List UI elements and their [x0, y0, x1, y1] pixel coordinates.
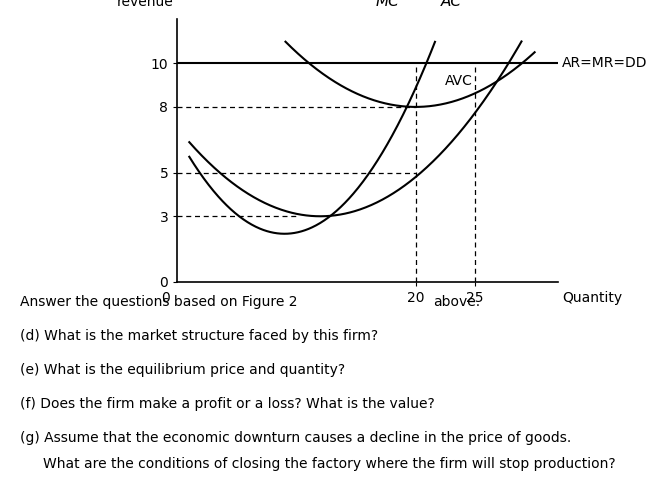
Text: (e) What is the equilibrium price and quantity?: (e) What is the equilibrium price and qu…: [20, 363, 345, 377]
Text: Quantity: Quantity: [562, 291, 622, 305]
Text: AC: AC: [442, 0, 463, 9]
Text: (g) Assume that the economic downturn causes a decline in the price of goods.: (g) Assume that the economic downturn ca…: [20, 431, 571, 445]
Text: Answer the questions based on Figure 2: Answer the questions based on Figure 2: [20, 295, 297, 309]
Text: MC: MC: [375, 0, 399, 9]
Text: AR=MR=DD: AR=MR=DD: [562, 56, 648, 70]
Text: (d) What is the market structure faced by this firm?: (d) What is the market structure faced b…: [20, 329, 378, 343]
Text: (f) Does the firm make a profit or a loss? What is the value?: (f) Does the firm make a profit or a los…: [20, 397, 434, 411]
Text: revenue: revenue: [117, 0, 173, 9]
Text: above.: above.: [434, 295, 481, 309]
Text: What are the conditions of closing the factory where the firm will stop producti: What are the conditions of closing the f…: [43, 457, 616, 471]
Text: 0: 0: [161, 291, 170, 305]
Text: AVC: AVC: [445, 74, 473, 87]
